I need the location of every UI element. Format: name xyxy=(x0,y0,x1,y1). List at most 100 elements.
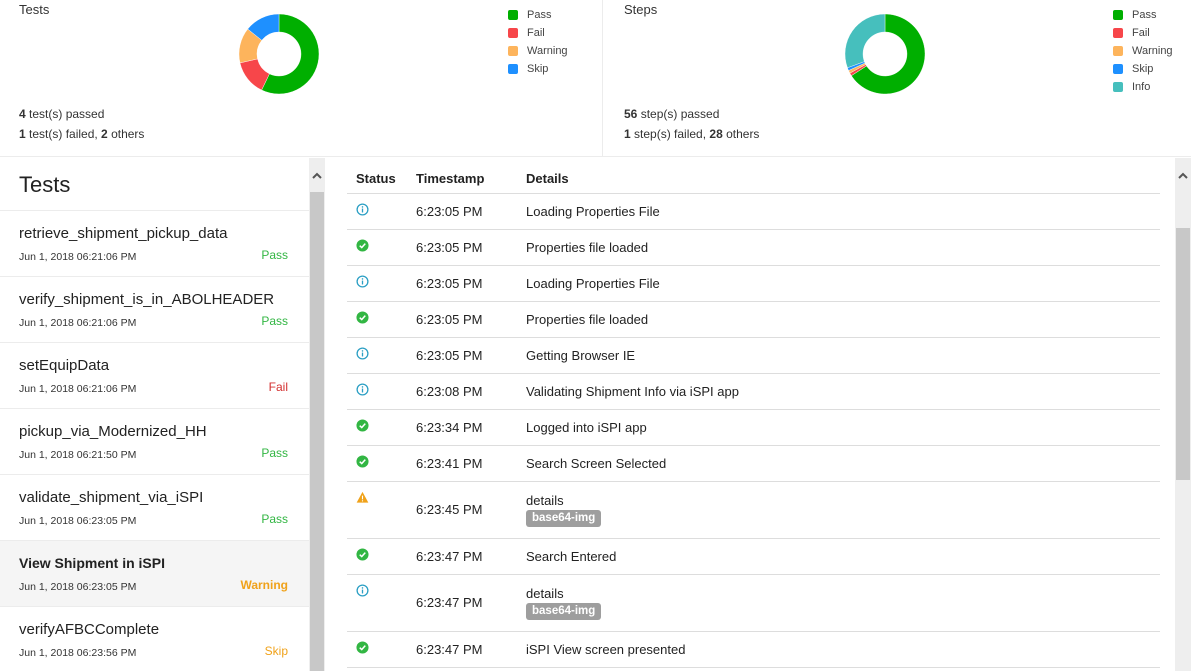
test-start-time: Jun 1, 2018 06:23:05 PM xyxy=(19,515,137,527)
legend-swatch xyxy=(1113,82,1123,92)
step-details-text: Properties file loaded xyxy=(526,239,649,255)
step-timestamp: 6:23:08 PM xyxy=(407,373,517,410)
step-row: 6:23:05 PM Loading Properties File xyxy=(347,265,1160,302)
step-details-text: Properties file loaded xyxy=(526,311,649,327)
test-start-time: Jun 1, 2018 06:21:50 PM xyxy=(19,449,137,461)
step-status-cell xyxy=(347,265,407,302)
base64-img-badge[interactable]: base64-img xyxy=(526,602,602,620)
step-status-cell xyxy=(347,409,407,446)
step-timestamp: 6:23:05 PM xyxy=(407,265,517,302)
step-details-cell: Loading Properties File xyxy=(517,265,1160,302)
test-status-label: Pass xyxy=(261,446,288,460)
step-row: 6:23:05 PM Properties file loaded xyxy=(347,229,1160,266)
info-circle-icon xyxy=(356,274,369,291)
test-list-item[interactable]: View Shipment in iSPI Jun 1, 2018 06:23:… xyxy=(0,540,309,606)
legend-item-pass[interactable]: Pass xyxy=(1113,6,1173,24)
test-list: retrieve_shipment_pickup_data Jun 1, 201… xyxy=(0,210,309,672)
check-circle-icon xyxy=(356,547,369,564)
test-list-item[interactable]: retrieve_shipment_pickup_data Jun 1, 201… xyxy=(0,210,309,276)
legend-label: Pass xyxy=(527,9,552,21)
step-details-cell: Getting Browser IE xyxy=(517,337,1160,374)
step-timestamp: 6:23:47 PM xyxy=(407,631,517,668)
info-circle-icon xyxy=(356,583,369,600)
tests-donut-chart[interactable] xyxy=(239,14,319,94)
test-list-item[interactable]: validate_shipment_via_iSPI Jun 1, 2018 0… xyxy=(0,474,309,540)
test-list-item[interactable]: pickup_via_Modernized_HH Jun 1, 2018 06:… xyxy=(0,408,309,474)
test-list-item[interactable]: setEquipData Jun 1, 2018 06:21:06 PM Fai… xyxy=(0,342,309,408)
legend-swatch xyxy=(508,10,518,20)
step-status-cell xyxy=(347,631,407,668)
tests-card-title: Tests xyxy=(19,2,50,17)
step-details-text: details xyxy=(526,492,564,508)
step-timestamp: 6:23:05 PM xyxy=(407,229,517,266)
step-status-cell xyxy=(347,301,407,338)
step-status-cell xyxy=(347,445,407,482)
tests-failed-stat: 1 test(s) failed, 2 others xyxy=(19,127,145,141)
step-timestamp: 6:23:47 PM xyxy=(407,538,517,575)
legend-swatch xyxy=(508,46,518,56)
step-row: 6:23:47 PM details base64-img xyxy=(347,574,1160,632)
chevron-up-icon[interactable] xyxy=(1175,158,1191,192)
step-details-cell: Validating Shipment Info via iSPI app xyxy=(517,373,1160,410)
header-status: Status xyxy=(347,164,407,194)
step-details-text: details xyxy=(526,585,564,601)
donut-segment-skip[interactable] xyxy=(247,14,280,41)
legend-item-warning[interactable]: Warning xyxy=(508,42,568,60)
step-status-cell xyxy=(347,373,407,410)
step-status-cell xyxy=(347,229,407,266)
step-status-cell xyxy=(347,337,407,374)
step-details-text: Loading Properties File xyxy=(526,275,660,291)
chevron-up-icon[interactable] xyxy=(309,158,325,192)
legend-swatch xyxy=(508,28,518,38)
scrollbar-thumb[interactable] xyxy=(310,192,324,671)
test-name: View Shipment in iSPI xyxy=(19,555,165,571)
detail-scrollbar[interactable] xyxy=(1175,158,1191,671)
legend-label: Info xyxy=(1132,81,1151,93)
test-list-item[interactable]: verify_shipment_is_in_ABOLHEADER Jun 1, … xyxy=(0,276,309,342)
step-details-text: Getting Browser IE xyxy=(526,347,636,363)
test-status-label: Skip xyxy=(264,644,288,658)
legend-label: Fail xyxy=(527,27,545,39)
steps-chart-legend: Pass Fail Warning Skip Info xyxy=(1113,6,1173,96)
test-name: setEquipData xyxy=(19,357,110,374)
step-details-cell: details base64-img xyxy=(517,574,1160,632)
tests-summary-card: Tests Pass Fail Warning Skip 4 test(s) pass… xyxy=(0,0,603,156)
test-start-time: Jun 1, 2018 06:21:06 PM xyxy=(19,251,137,263)
legend-label: Warning xyxy=(1132,45,1173,57)
scrollbar-thumb[interactable] xyxy=(1176,228,1190,480)
step-status-cell xyxy=(347,538,407,575)
step-details-text: Logged into iSPI app xyxy=(526,419,647,435)
step-row: 6:23:34 PM Logged into iSPI app xyxy=(347,409,1160,446)
legend-item-fail[interactable]: Fail xyxy=(1113,24,1173,42)
legend-item-pass[interactable]: Pass xyxy=(508,6,568,24)
donut-segment-pass[interactable] xyxy=(261,14,319,94)
legend-label: Skip xyxy=(1132,63,1154,75)
step-details-cell: details base64-img xyxy=(517,481,1160,539)
base64-img-badge[interactable]: base64-img xyxy=(526,509,602,527)
legend-item-fail[interactable]: Fail xyxy=(508,24,568,42)
test-start-time: Jun 1, 2018 06:23:05 PM xyxy=(19,581,137,593)
test-status-label: Warning xyxy=(240,578,288,592)
steps-passed-stat: 56 step(s) passed xyxy=(624,107,720,121)
test-list-scrollbar[interactable] xyxy=(309,158,325,671)
legend-item-skip[interactable]: Skip xyxy=(1113,60,1173,78)
legend-item-skip[interactable]: Skip xyxy=(508,60,568,78)
tests-passed-stat: 4 test(s) passed xyxy=(19,107,105,121)
info-circle-icon xyxy=(356,382,369,399)
steps-donut-chart[interactable] xyxy=(845,14,925,94)
check-circle-icon xyxy=(356,418,369,435)
test-status-label: Pass xyxy=(261,512,288,526)
legend-swatch xyxy=(508,64,518,74)
test-start-time: Jun 1, 2018 06:23:56 PM xyxy=(19,647,137,659)
test-name: retrieve_shipment_pickup_data xyxy=(19,225,228,242)
step-details-text: iSPI View screen presented xyxy=(526,641,686,657)
donut-segment-info[interactable] xyxy=(845,14,886,69)
tests-chart-legend: Pass Fail Warning Skip xyxy=(508,6,568,78)
test-list-item[interactable]: verifyAFBCComplete Jun 1, 2018 06:23:56 … xyxy=(0,606,309,672)
test-start-time: Jun 1, 2018 06:21:06 PM xyxy=(19,317,137,329)
step-row: 6:23:05 PM Properties file loaded xyxy=(347,301,1160,338)
legend-item-warning[interactable]: Warning xyxy=(1113,42,1173,60)
legend-item-info[interactable]: Info xyxy=(1113,78,1173,96)
step-row: 6:23:08 PM Validating Shipment Info via … xyxy=(347,373,1160,410)
check-circle-icon xyxy=(356,310,369,327)
